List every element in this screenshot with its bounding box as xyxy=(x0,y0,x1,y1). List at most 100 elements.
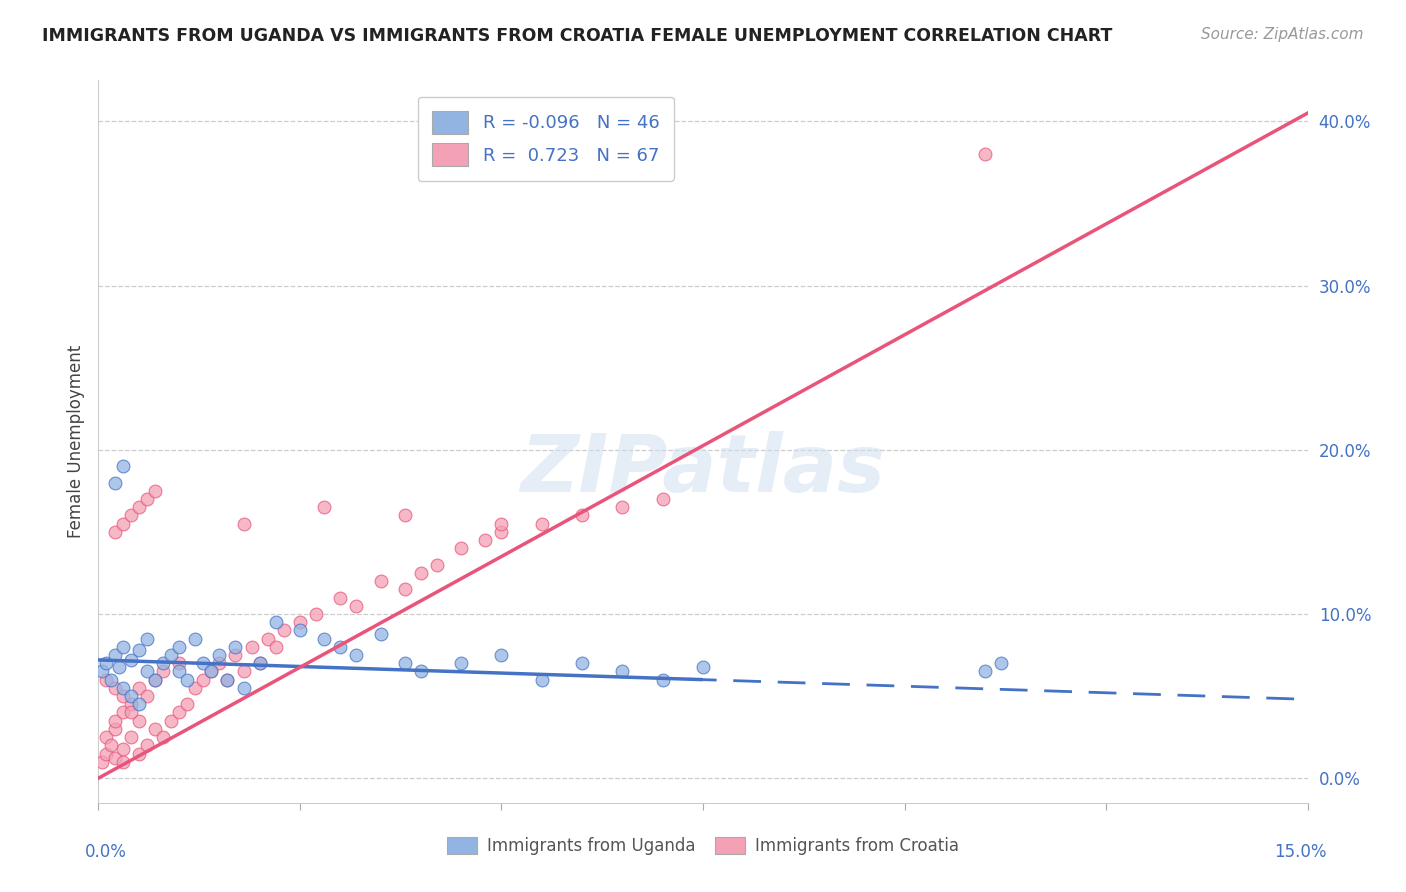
Point xyxy=(143,673,166,687)
Point xyxy=(692,659,714,673)
Point xyxy=(128,747,150,761)
Point xyxy=(530,673,553,687)
Point xyxy=(370,574,392,588)
Point xyxy=(160,648,183,662)
Point xyxy=(100,739,122,753)
Point xyxy=(249,657,271,671)
Point xyxy=(135,739,157,753)
Point xyxy=(974,665,997,679)
Y-axis label: Female Unemployment: Female Unemployment xyxy=(66,345,84,538)
Point xyxy=(135,632,157,646)
Text: ZIPatlas: ZIPatlas xyxy=(520,432,886,509)
Point xyxy=(120,653,142,667)
Text: 15.0%: 15.0% xyxy=(1274,843,1327,861)
Point xyxy=(167,640,190,654)
Point xyxy=(314,632,336,646)
Legend: R = -0.096   N = 46, R =  0.723   N = 67: R = -0.096 N = 46, R = 0.723 N = 67 xyxy=(418,96,673,181)
Point xyxy=(426,558,449,572)
Point xyxy=(990,657,1012,671)
Point xyxy=(103,722,125,736)
Point xyxy=(120,706,142,720)
Point xyxy=(193,657,215,671)
Text: IMMIGRANTS FROM UGANDA VS IMMIGRANTS FROM CROATIA FEMALE UNEMPLOYMENT CORRELATIO: IMMIGRANTS FROM UGANDA VS IMMIGRANTS FRO… xyxy=(42,27,1112,45)
Point xyxy=(256,632,278,646)
Point xyxy=(152,730,174,744)
Point xyxy=(120,698,142,712)
Point xyxy=(176,698,198,712)
Point xyxy=(103,475,125,490)
Point xyxy=(491,648,513,662)
Point xyxy=(100,673,122,687)
Point xyxy=(974,147,997,161)
Point xyxy=(200,665,222,679)
Point xyxy=(370,626,392,640)
Point xyxy=(530,516,553,531)
Point xyxy=(143,722,166,736)
Point xyxy=(474,533,496,547)
Point xyxy=(208,648,231,662)
Point xyxy=(200,665,222,679)
Point xyxy=(193,673,215,687)
Point xyxy=(651,491,673,506)
Text: 0.0%: 0.0% xyxy=(84,843,127,861)
Point xyxy=(96,730,118,744)
Point xyxy=(135,491,157,506)
Point xyxy=(111,689,134,703)
Point xyxy=(651,673,673,687)
Point xyxy=(120,508,142,523)
Point xyxy=(128,681,150,695)
Point xyxy=(264,615,287,630)
Point xyxy=(91,665,114,679)
Point xyxy=(96,747,118,761)
Point xyxy=(450,657,472,671)
Point xyxy=(217,673,239,687)
Point xyxy=(128,714,150,728)
Point xyxy=(160,714,183,728)
Point xyxy=(232,681,254,695)
Point xyxy=(167,665,190,679)
Point xyxy=(135,689,157,703)
Point xyxy=(217,673,239,687)
Point xyxy=(329,591,352,605)
Text: Source: ZipAtlas.com: Source: ZipAtlas.com xyxy=(1201,27,1364,42)
Point xyxy=(111,516,134,531)
Point xyxy=(135,665,157,679)
Point xyxy=(571,657,593,671)
Point xyxy=(184,632,207,646)
Point xyxy=(409,566,432,580)
Point xyxy=(167,657,190,671)
Point xyxy=(111,681,134,695)
Point xyxy=(120,730,142,744)
Point xyxy=(288,624,311,638)
Point xyxy=(224,640,246,654)
Point xyxy=(612,665,634,679)
Point xyxy=(264,640,287,654)
Point xyxy=(344,648,367,662)
Point xyxy=(103,524,125,539)
Point xyxy=(120,689,142,703)
Point xyxy=(91,755,114,769)
Point xyxy=(103,648,125,662)
Point xyxy=(224,648,246,662)
Point xyxy=(111,706,134,720)
Point xyxy=(167,706,190,720)
Point xyxy=(571,508,593,523)
Point xyxy=(208,657,231,671)
Point xyxy=(96,673,118,687)
Point xyxy=(103,714,125,728)
Point xyxy=(111,459,134,474)
Point xyxy=(314,500,336,515)
Point xyxy=(491,516,513,531)
Point xyxy=(249,657,271,671)
Point xyxy=(409,665,432,679)
Point xyxy=(128,643,150,657)
Legend: Immigrants from Uganda, Immigrants from Croatia: Immigrants from Uganda, Immigrants from … xyxy=(440,830,966,862)
Point xyxy=(111,741,134,756)
Point xyxy=(128,500,150,515)
Point xyxy=(491,524,513,539)
Point xyxy=(176,673,198,687)
Point xyxy=(111,640,134,654)
Point xyxy=(96,657,118,671)
Point xyxy=(329,640,352,654)
Point xyxy=(232,516,254,531)
